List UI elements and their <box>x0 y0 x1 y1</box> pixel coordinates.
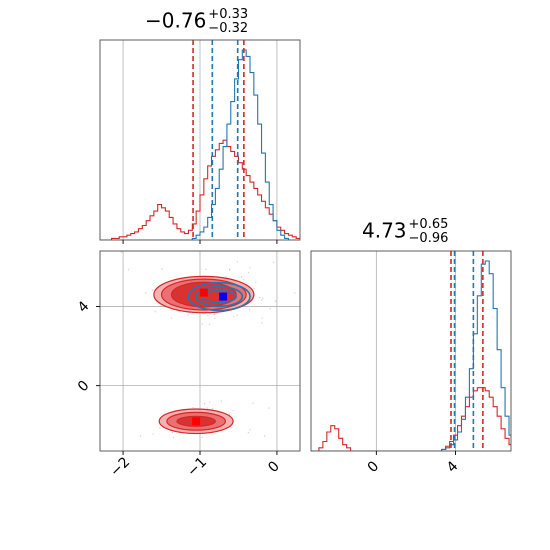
scatter-point <box>182 246 183 247</box>
scatter-point <box>232 409 235 412</box>
hist2-xtick-label: 4 <box>444 458 462 476</box>
scatter-point <box>293 292 296 294</box>
param1-title-plus: +0.33 <box>208 7 249 22</box>
scatter-point <box>255 281 257 283</box>
best-fit-marker-secondary <box>199 288 208 297</box>
scatter-point <box>154 311 157 313</box>
scatter-point <box>152 433 154 435</box>
scatter-series <box>120 246 360 439</box>
param1-title: −0.76 +0.33 −0.32 <box>145 8 248 36</box>
scatter-point <box>192 406 194 409</box>
scatter-point <box>261 297 264 299</box>
param1-title-minus: −0.32 <box>208 21 249 36</box>
scatter-point <box>139 435 142 437</box>
hist2-xtick-label: 0 <box>365 458 383 476</box>
hist1-series <box>100 40 300 240</box>
best-fit-marker-1 <box>219 292 228 301</box>
scatter-point <box>206 407 209 409</box>
scatter-point <box>274 300 277 302</box>
scatter-point <box>268 407 270 409</box>
panel-frame-h2 <box>310 250 512 452</box>
scatter-point <box>144 292 147 294</box>
scatter-point <box>269 308 271 310</box>
param2-title-value: 4.73 <box>362 218 407 243</box>
scatter-point <box>248 309 251 311</box>
scatter-point <box>207 314 209 316</box>
scatter-point <box>209 313 211 315</box>
scatter-point <box>208 323 211 326</box>
scatter-point <box>170 317 173 319</box>
scatter-xtick-label: −2 <box>107 454 133 480</box>
scatter-ytick-label: 4 <box>75 298 93 316</box>
contour-3-level-3 <box>187 281 251 312</box>
scatter-point <box>203 403 206 405</box>
scatter-point <box>127 268 130 271</box>
scatter-point <box>211 407 214 410</box>
scatter-point <box>171 431 174 434</box>
scatter-point <box>240 276 243 278</box>
scatter-point <box>249 267 251 269</box>
param2-title-plus: +0.65 <box>408 217 449 232</box>
scatter-point <box>208 401 211 404</box>
scatter-point <box>263 435 266 437</box>
scatter-point <box>253 287 255 290</box>
scatter-point <box>247 271 250 274</box>
scatter-point <box>225 275 227 278</box>
scatter-point <box>236 261 239 263</box>
scatter-point <box>258 296 261 299</box>
hist2-series-1 <box>311 260 511 451</box>
scatter-point <box>252 402 254 404</box>
hist2-series <box>311 251 511 451</box>
best-fit-marker-2 <box>192 417 201 426</box>
scatter-point <box>249 429 251 431</box>
scatter-point <box>228 413 231 416</box>
scatter-point <box>205 268 207 271</box>
scatter-point <box>273 261 275 263</box>
scatter-point <box>260 299 263 301</box>
scatter-point <box>233 315 235 318</box>
scatter-ytick-label: 0 <box>75 378 93 396</box>
scatter-point <box>159 427 161 429</box>
scatter-point <box>213 313 215 316</box>
scatter-point <box>120 251 123 253</box>
param2-title-minus: −0.96 <box>408 231 449 246</box>
scatter-point <box>201 323 203 325</box>
contour-3-level-2 <box>195 285 244 308</box>
scatter-point <box>220 400 223 402</box>
scatter-point <box>161 268 163 270</box>
scatter-point <box>261 322 263 324</box>
param1-title-value: −0.76 <box>145 8 207 33</box>
scatter-point <box>261 317 264 319</box>
scatter-point <box>187 314 189 316</box>
hist1-series-2 <box>100 139 300 240</box>
scatter-point <box>359 288 360 289</box>
scatter-point <box>247 431 250 434</box>
scatter-point <box>201 436 204 439</box>
scatter-point <box>172 436 175 439</box>
scatter-point <box>236 314 239 316</box>
hist2-series-2 <box>311 387 511 451</box>
scatter-point <box>214 317 216 319</box>
hist2-grid <box>375 251 456 451</box>
scatter-point <box>151 289 154 292</box>
hist1-series-1 <box>100 49 300 240</box>
scatter-xtick-label: 0 <box>265 458 283 476</box>
scatter-point <box>228 268 231 271</box>
param2-title: 4.73 +0.65 −0.96 <box>362 218 448 246</box>
scatter-point <box>242 279 245 281</box>
scatter-xtick-label: −1 <box>184 454 210 480</box>
